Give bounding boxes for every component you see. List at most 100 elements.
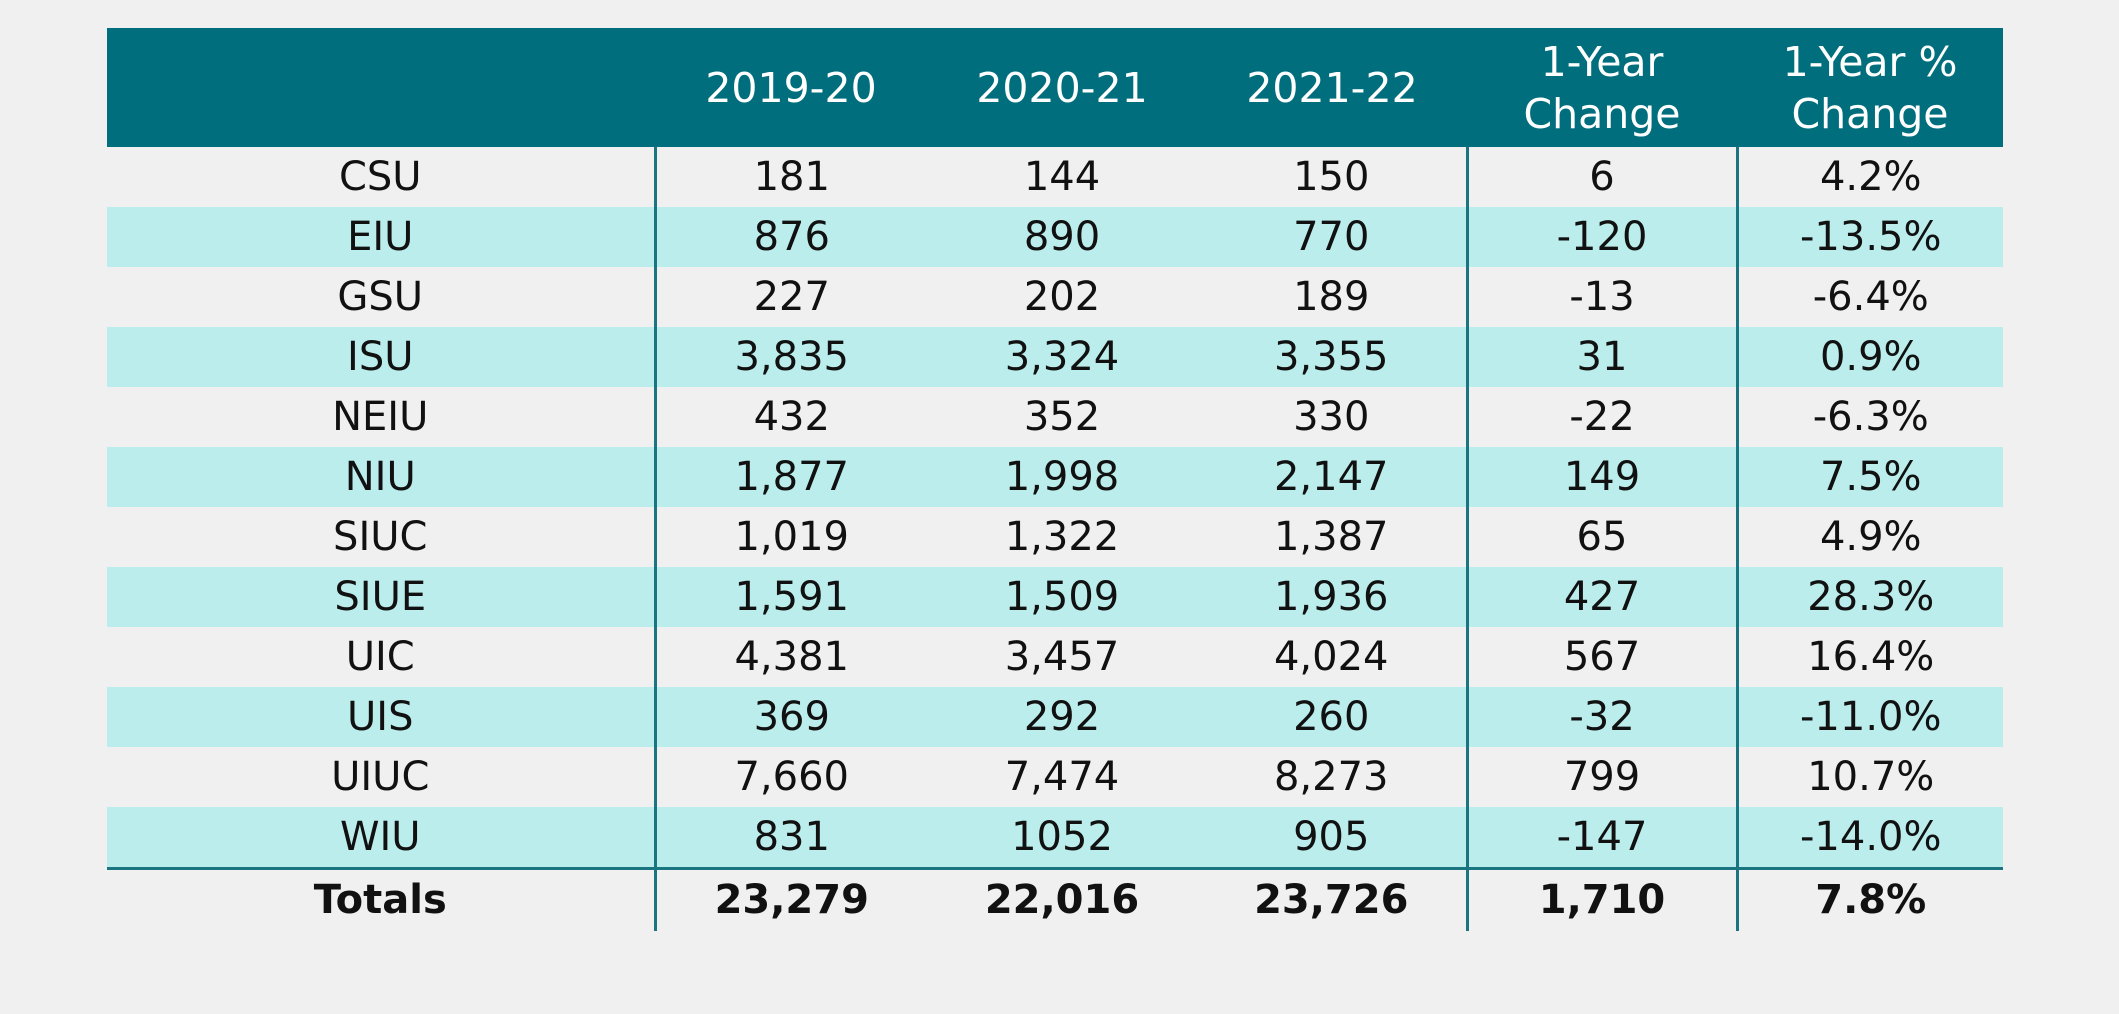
cell-2021-22: 1,387 [1197, 507, 1467, 567]
totals-2021-22: 23,726 [1197, 867, 1467, 931]
cell-2021-22: 1,936 [1197, 567, 1467, 627]
cell-institution: NEIU [107, 387, 657, 447]
header-1-year-pct-change-line1: 1-Year % [1782, 37, 1958, 86]
cell-1-year-pct-change: 7.5% [1737, 447, 2003, 507]
cell-1-year-change: -22 [1465, 387, 1739, 447]
cell-2019-20: 4,381 [655, 627, 927, 687]
cell-2020-21: 292 [927, 687, 1197, 747]
totals-label: Totals [107, 867, 657, 931]
cell-1-year-pct-change: -6.4% [1737, 267, 2003, 327]
cell-2019-20: 7,660 [655, 747, 927, 807]
enrollment-table: 2019-20 2020-21 2021-22 1-Year Change 1-… [107, 28, 2003, 931]
cell-1-year-pct-change: -13.5% [1737, 207, 2003, 267]
cell-institution: UIC [107, 627, 657, 687]
totals-1-year-pct-change: 7.8% [1737, 867, 2003, 931]
cell-2019-20: 1,019 [655, 507, 927, 567]
cell-2021-22: 2,147 [1197, 447, 1467, 507]
cell-2020-21: 1052 [927, 807, 1197, 869]
table-row: WIU 831 1052 905 -147 -14.0% [107, 807, 2003, 869]
cell-1-year-change: 6 [1465, 147, 1739, 207]
cell-2021-22: 150 [1197, 147, 1467, 207]
cell-institution: GSU [107, 267, 657, 327]
table-row: EIU 876 890 770 -120 -13.5% [107, 207, 2003, 267]
header-institution [107, 28, 655, 147]
cell-1-year-pct-change: -6.3% [1737, 387, 2003, 447]
header-1-year-pct-change: 1-Year % Change [1737, 28, 2003, 147]
cell-2019-20: 181 [655, 147, 927, 207]
cell-1-year-change: 567 [1465, 627, 1739, 687]
cell-institution: SIUE [107, 567, 657, 627]
header-2020-21: 2020-21 [927, 28, 1197, 147]
cell-2019-20: 876 [655, 207, 927, 267]
header-2019-20: 2019-20 [655, 28, 927, 147]
header-1-year-change: 1-Year Change [1467, 28, 1737, 147]
table-row: UIC 4,381 3,457 4,024 567 16.4% [107, 627, 2003, 687]
cell-2020-21: 890 [927, 207, 1197, 267]
cell-2020-21: 202 [927, 267, 1197, 327]
cell-2020-21: 1,322 [927, 507, 1197, 567]
cell-1-year-change: 65 [1465, 507, 1739, 567]
cell-institution: NIU [107, 447, 657, 507]
cell-2020-21: 7,474 [927, 747, 1197, 807]
cell-2020-21: 1,998 [927, 447, 1197, 507]
cell-1-year-change: 799 [1465, 747, 1739, 807]
cell-2019-20: 227 [655, 267, 927, 327]
cell-2019-20: 3,835 [655, 327, 927, 387]
cell-1-year-change: 149 [1465, 447, 1739, 507]
cell-2021-22: 330 [1197, 387, 1467, 447]
cell-2020-21: 1,509 [927, 567, 1197, 627]
table-row: GSU 227 202 189 -13 -6.4% [107, 267, 2003, 327]
cell-2020-21: 3,457 [927, 627, 1197, 687]
cell-2021-22: 4,024 [1197, 627, 1467, 687]
cell-1-year-pct-change: 10.7% [1737, 747, 2003, 807]
cell-2019-20: 831 [655, 807, 927, 869]
cell-2019-20: 369 [655, 687, 927, 747]
cell-2019-20: 1,877 [655, 447, 927, 507]
cell-1-year-pct-change: 4.9% [1737, 507, 2003, 567]
cell-1-year-change: 31 [1465, 327, 1739, 387]
table-row: NIU 1,877 1,998 2,147 149 7.5% [107, 447, 2003, 507]
table-row: CSU 181 144 150 6 4.2% [107, 147, 2003, 207]
table-header: 2019-20 2020-21 2021-22 1-Year Change 1-… [107, 28, 2003, 147]
cell-1-year-pct-change: 16.4% [1737, 627, 2003, 687]
cell-2021-22: 770 [1197, 207, 1467, 267]
cell-1-year-change: -120 [1465, 207, 1739, 267]
cell-1-year-change: 427 [1465, 567, 1739, 627]
cell-2021-22: 189 [1197, 267, 1467, 327]
cell-2021-22: 260 [1197, 687, 1467, 747]
cell-institution: ISU [107, 327, 657, 387]
cell-2020-21: 144 [927, 147, 1197, 207]
table-row: UIUC 7,660 7,474 8,273 799 10.7% [107, 747, 2003, 807]
cell-2019-20: 432 [655, 387, 927, 447]
cell-1-year-pct-change: 4.2% [1737, 147, 2003, 207]
cell-1-year-change: -147 [1465, 807, 1739, 869]
cell-institution: SIUC [107, 507, 657, 567]
cell-1-year-pct-change: -14.0% [1737, 807, 2003, 869]
cell-1-year-pct-change: 0.9% [1737, 327, 2003, 387]
table-footer: Totals 23,279 22,016 23,726 1,710 7.8% [107, 867, 2003, 931]
table-row: UIS 369 292 260 -32 -11.0% [107, 687, 2003, 747]
cell-2021-22: 8,273 [1197, 747, 1467, 807]
cell-institution: CSU [107, 147, 657, 207]
cell-1-year-pct-change: 28.3% [1737, 567, 2003, 627]
table-row: SIUE 1,591 1,509 1,936 427 28.3% [107, 567, 2003, 627]
totals-1-year-change: 1,710 [1465, 867, 1739, 931]
cell-institution: WIU [107, 807, 657, 869]
header-1-year-pct-change-line2: Change [1791, 89, 1949, 138]
cell-2019-20: 1,591 [655, 567, 927, 627]
cell-institution: UIUC [107, 747, 657, 807]
header-row: 2019-20 2020-21 2021-22 1-Year Change 1-… [107, 28, 2003, 147]
totals-2019-20: 23,279 [655, 867, 927, 931]
totals-row: Totals 23,279 22,016 23,726 1,710 7.8% [107, 867, 2003, 931]
cell-1-year-change: -13 [1465, 267, 1739, 327]
cell-institution: UIS [107, 687, 657, 747]
table-body: CSU 181 144 150 6 4.2% EIU 876 890 770 -120 -13.5% G… [107, 147, 2003, 869]
totals-2020-21: 22,016 [927, 867, 1197, 931]
table-row: NEIU 432 352 330 -22 -6.3% [107, 387, 2003, 447]
cell-1-year-change: -32 [1465, 687, 1739, 747]
header-2021-22: 2021-22 [1197, 28, 1467, 147]
cell-2020-21: 3,324 [927, 327, 1197, 387]
cell-2021-22: 905 [1197, 807, 1467, 869]
header-1-year-change-line2: Change [1523, 89, 1681, 138]
cell-2020-21: 352 [927, 387, 1197, 447]
